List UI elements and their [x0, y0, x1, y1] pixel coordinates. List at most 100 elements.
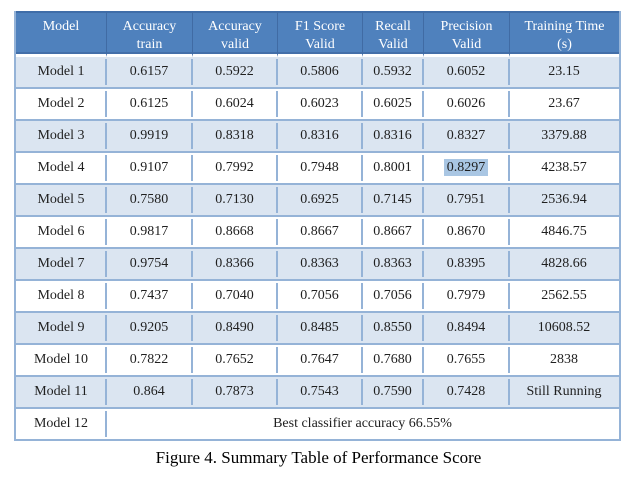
model-name-cell: Model 9	[16, 313, 106, 346]
model-name-cell: Model 7	[16, 249, 106, 282]
metric-cell: 0.7647	[276, 345, 362, 378]
metric-cell: 0.7979	[422, 281, 509, 314]
metric-cell: 0.6125	[105, 89, 192, 122]
metric-cell: 0.8485	[276, 313, 362, 346]
metric-cell: 0.8667	[276, 217, 362, 250]
model-name-cell: Model 5	[16, 185, 106, 218]
metric-cell: 2536.94	[508, 185, 619, 218]
model-name-cell: Model 4	[16, 153, 106, 186]
metric-cell: 0.5806	[276, 57, 362, 90]
metric-cell: 0.6024	[191, 89, 277, 122]
metric-cell: 0.7040	[191, 281, 277, 314]
metric-cell: 0.7873	[191, 377, 277, 410]
metric-cell: 0.8001	[361, 153, 423, 186]
column-header-f1-score-valid: F1 Score Valid	[277, 11, 362, 58]
metric-cell: 0.9817	[105, 217, 192, 250]
column-header-accuracy-valid: Accuracy valid	[192, 11, 277, 58]
metric-cell: 0.6025	[361, 89, 423, 122]
metric-cell: 0.9754	[105, 249, 192, 282]
metric-cell: 4828.66	[508, 249, 619, 282]
metric-cell: 3379.88	[508, 121, 619, 154]
metric-cell: 23.15	[508, 57, 619, 90]
metric-cell: 0.5922	[191, 57, 277, 90]
metric-cell: 0.7056	[361, 281, 423, 314]
metric-cell: 0.8363	[361, 249, 423, 282]
metric-cell: 0.6157	[105, 57, 192, 90]
model-name-cell: Model 1	[16, 57, 106, 90]
metric-cell: 0.7652	[191, 345, 277, 378]
highlighted-value: 0.8297	[443, 159, 489, 177]
metric-cell: 0.9919	[105, 121, 192, 154]
model-name-cell: Model 3	[16, 121, 106, 154]
metric-cell: 0.6026	[422, 89, 509, 122]
metric-cell: 0.9107	[105, 153, 192, 186]
metric-cell: 0.8395	[422, 249, 509, 282]
table-row: Model 2 0.6125 0.6024 0.6023 0.6025 0.6026 23.…	[16, 89, 619, 122]
performance-table: Model Accuracy train Accuracy valid F1 S…	[14, 11, 621, 442]
column-header-training-time: Training Time (s)	[509, 11, 619, 58]
metric-cell: 0.8316	[276, 121, 362, 154]
column-header-model: Model	[16, 11, 106, 58]
metric-cell: 4846.75	[508, 217, 619, 250]
metric-cell: 0.7056	[276, 281, 362, 314]
metric-cell: 0.7130	[191, 185, 277, 218]
table-row: Model 9 0.9205 0.8490 0.8485 0.8550 0.8494 106…	[16, 313, 619, 346]
model-name-cell: Model 12	[16, 409, 106, 442]
model-name-cell: Model 2	[16, 89, 106, 122]
metric-cell: 0.7543	[276, 377, 362, 410]
model-name-cell: Model 6	[16, 217, 106, 250]
table-row: Model 7 0.9754 0.8366 0.8363 0.8363 0.8395 482…	[16, 249, 619, 282]
metric-cell: 0.8327	[422, 121, 509, 154]
table-row: Model 5 0.7580 0.7130 0.6925 0.7145 0.7951 253…	[16, 185, 619, 218]
model-name-cell: Model 11	[16, 377, 106, 410]
metric-cell: 4238.57	[508, 153, 619, 186]
table-row: Model 12 Best classifier accuracy 66.55%	[16, 409, 619, 442]
summary-note-cell: Best classifier accuracy 66.55%	[105, 409, 619, 442]
table-row: Model 10 0.7822 0.7652 0.7647 0.7680 0.7655 28…	[16, 345, 619, 378]
metric-cell: 0.8490	[191, 313, 277, 346]
metric-cell: 0.7428	[422, 377, 509, 410]
metric-cell: 0.8494	[422, 313, 509, 346]
table-row: Model 8 0.7437 0.7040 0.7056 0.7056 0.7979 256…	[16, 281, 619, 314]
metric-cell: 0.8366	[191, 249, 277, 282]
metric-cell: 0.9205	[105, 313, 192, 346]
table-row: Model 4 0.9107 0.7992 0.7948 0.8001 0.8297 423…	[16, 153, 619, 186]
metric-cell: 0.8668	[191, 217, 277, 250]
metric-cell: 0.6052	[422, 57, 509, 90]
table-body: Model 1 0.6157 0.5922 0.5806 0.5932 0.6052 23.…	[16, 57, 619, 442]
metric-cell: 10608.52	[508, 313, 619, 346]
table-row: Model 1 0.6157 0.5922 0.5806 0.5932 0.6052 23.…	[16, 57, 619, 90]
metric-cell: Still Running	[508, 377, 619, 410]
metric-cell: 0.5932	[361, 57, 423, 90]
model-name-cell: Model 10	[16, 345, 106, 378]
metric-cell: 0.7992	[191, 153, 277, 186]
metric-cell: 0.6023	[276, 89, 362, 122]
metric-cell: 0.7655	[422, 345, 509, 378]
metric-cell: 0.8363	[276, 249, 362, 282]
metric-cell: 0.7951	[422, 185, 509, 218]
metric-cell: 0.8318	[191, 121, 277, 154]
metric-cell: 0.8550	[361, 313, 423, 346]
table-row: Model 3 0.9919 0.8318 0.8316 0.8316 0.8327 337…	[16, 121, 619, 154]
metric-cell: 0.7680	[361, 345, 423, 378]
column-header-recall-valid: Recall Valid	[362, 11, 423, 58]
metric-cell: 0.7822	[105, 345, 192, 378]
metric-cell: 23.67	[508, 89, 619, 122]
metric-cell: 0.6925	[276, 185, 362, 218]
table-row: Model 6 0.9817 0.8668 0.8667 0.8667 0.8670 484…	[16, 217, 619, 250]
metric-cell: 0.7437	[105, 281, 192, 314]
metric-cell: 0.7948	[276, 153, 362, 186]
metric-cell: 0.7590	[361, 377, 423, 410]
metric-cell: 0.7145	[361, 185, 423, 218]
metric-cell: 0.8316	[361, 121, 423, 154]
metric-cell: 0.8670	[422, 217, 509, 250]
metric-cell: 0.864	[105, 377, 192, 410]
table-header-row: Model Accuracy train Accuracy valid F1 S…	[16, 11, 619, 58]
metric-cell: 0.7580	[105, 185, 192, 218]
column-header-accuracy-train: Accuracy train	[106, 11, 192, 58]
model-name-cell: Model 8	[16, 281, 106, 314]
metric-cell: 2838	[508, 345, 619, 378]
table-row: Model 11 0.864 0.7873 0.7543 0.7590 0.7428 Sti…	[16, 377, 619, 410]
metric-cell: 0.8667	[361, 217, 423, 250]
